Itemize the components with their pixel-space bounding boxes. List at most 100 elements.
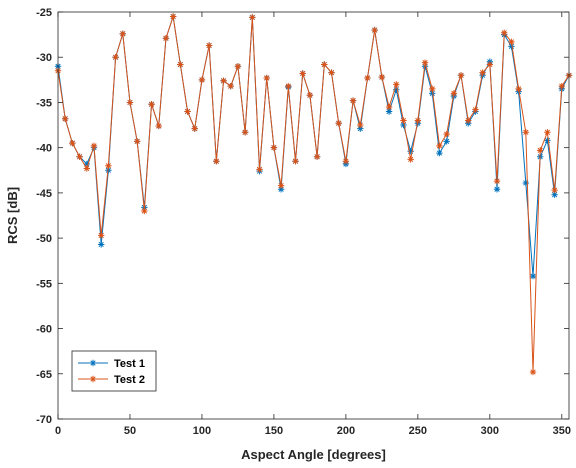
series-test-2 — [54, 13, 573, 376]
data-point — [443, 130, 450, 138]
plot-area-border — [57, 11, 570, 420]
legend-marker-test-2 — [89, 375, 97, 383]
data-point — [126, 99, 134, 106]
data-point — [385, 103, 393, 111]
y-tick-label: -55 — [36, 278, 52, 290]
data-point — [112, 54, 119, 61]
legend-entry-test-1: Test 1 — [78, 358, 145, 370]
legend-entry-test-2: Test 2 — [78, 374, 145, 386]
data-point — [407, 148, 414, 155]
data-point — [529, 368, 537, 376]
legend-box — [71, 350, 157, 392]
x-tick-label: 150 — [265, 425, 283, 437]
y-axis-label: RCS [dB] — [5, 187, 20, 244]
data-point — [450, 90, 458, 97]
axes-layer — [57, 11, 570, 420]
data-point — [479, 69, 486, 76]
data-point — [443, 138, 450, 145]
data-point — [227, 82, 234, 90]
data-point — [436, 149, 443, 157]
data-point — [205, 42, 213, 49]
data-point — [69, 139, 76, 147]
data-point — [486, 61, 494, 68]
data-point — [551, 191, 558, 198]
data-point — [148, 101, 155, 108]
data-point — [457, 72, 465, 79]
data-point — [249, 14, 256, 21]
series-layer — [54, 13, 573, 376]
y-tick-label: -45 — [36, 188, 52, 200]
x-tick-label: 200 — [337, 425, 355, 437]
x-axis-label: Aspect Angle [degrees] — [241, 447, 386, 462]
data-point — [256, 166, 263, 173]
data-point — [407, 156, 414, 163]
data-point — [141, 207, 148, 215]
y-tick-label: -30 — [36, 52, 52, 64]
data-point — [508, 38, 515, 46]
data-point — [191, 125, 198, 132]
data-point — [292, 158, 299, 165]
data-point — [349, 97, 357, 104]
data-point — [270, 144, 278, 151]
data-point — [299, 70, 306, 77]
data-point — [493, 177, 501, 185]
legend-marker-test-1 — [89, 359, 97, 367]
data-point — [335, 120, 342, 127]
data-point — [515, 85, 522, 93]
data-point — [97, 232, 105, 239]
data-point — [277, 186, 285, 193]
data-point — [155, 122, 162, 130]
data-point — [465, 117, 472, 124]
x-tick-label: 300 — [481, 425, 499, 437]
data-point — [501, 29, 508, 37]
x-tick-label: 100 — [193, 425, 211, 437]
data-point — [429, 90, 436, 97]
data-point — [544, 137, 551, 144]
data-point — [357, 125, 364, 132]
data-point — [133, 138, 141, 145]
x-tick-label: 50 — [124, 425, 136, 437]
data-point — [313, 153, 321, 160]
data-point — [472, 106, 479, 113]
data-point — [508, 43, 515, 50]
series-line-2 — [57, 16, 570, 373]
data-point — [400, 117, 407, 124]
data-point — [421, 59, 429, 66]
data-point — [83, 165, 90, 172]
data-point — [162, 35, 170, 42]
data-point — [90, 142, 98, 150]
data-point — [169, 13, 177, 20]
y-tick-label: -70 — [36, 414, 52, 426]
legend-label-test-1: Test 1 — [114, 358, 145, 370]
data-point — [558, 82, 566, 90]
data-point — [177, 61, 184, 68]
data-point — [277, 182, 285, 189]
x-tick-label: 350 — [553, 425, 571, 437]
y-tick-label: -50 — [36, 233, 52, 245]
data-point — [105, 162, 112, 169]
data-point — [328, 69, 335, 76]
y-tick-label: -65 — [36, 369, 52, 381]
data-point — [184, 108, 191, 115]
data-point — [378, 73, 386, 81]
data-point — [357, 121, 364, 129]
legend: Test 1 Test 2 — [71, 350, 157, 392]
x-tick-label: 0 — [55, 425, 61, 437]
data-point — [393, 81, 400, 88]
data-point — [385, 108, 393, 115]
data-point — [529, 272, 537, 280]
data-point — [220, 77, 227, 84]
data-point — [285, 82, 292, 90]
data-point — [342, 158, 350, 165]
x-tick-label: 250 — [409, 425, 427, 437]
data-point — [119, 30, 126, 37]
data-point — [234, 63, 242, 70]
data-point — [61, 115, 69, 122]
data-point — [522, 179, 530, 187]
data-point — [371, 26, 378, 34]
y-tick-label: -25 — [36, 7, 52, 19]
data-point — [544, 129, 551, 136]
data-point — [393, 86, 400, 93]
data-point — [436, 142, 443, 150]
data-point — [522, 129, 530, 136]
